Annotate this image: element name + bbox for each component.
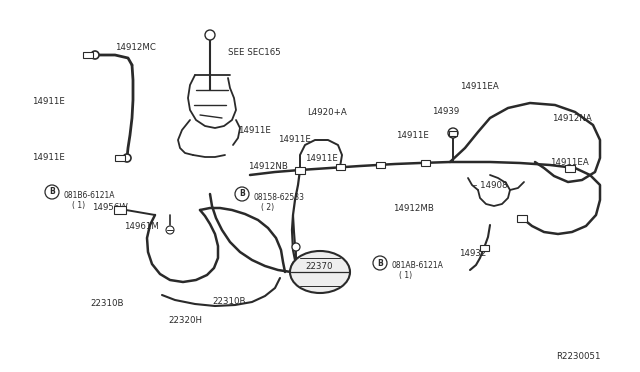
Text: 22310B: 22310B — [212, 297, 246, 306]
Circle shape — [235, 187, 249, 201]
Bar — [479, 245, 488, 251]
Bar — [449, 131, 457, 135]
Text: 14911EA: 14911EA — [460, 82, 499, 91]
Text: 14912NA: 14912NA — [552, 114, 592, 123]
Text: 14911E: 14911E — [32, 153, 65, 162]
Circle shape — [373, 256, 387, 270]
Text: ( 2): ( 2) — [261, 203, 274, 212]
Text: B: B — [377, 259, 383, 267]
Text: 22320H: 22320H — [168, 316, 202, 325]
Text: R2230051: R2230051 — [556, 352, 600, 361]
Text: 081AB-6121A: 081AB-6121A — [391, 261, 443, 270]
Bar — [335, 164, 344, 170]
Bar — [376, 162, 385, 168]
Ellipse shape — [290, 251, 350, 293]
Text: 14911EA: 14911EA — [550, 158, 589, 167]
Circle shape — [166, 226, 174, 234]
Text: 22310B: 22310B — [90, 299, 124, 308]
Text: 14911E: 14911E — [305, 154, 338, 163]
Text: 14932: 14932 — [459, 249, 486, 258]
Text: 14911E: 14911E — [32, 97, 65, 106]
Text: 14961M: 14961M — [124, 222, 159, 231]
Circle shape — [91, 51, 99, 59]
Text: 14911E: 14911E — [396, 131, 429, 140]
Text: 14911E: 14911E — [238, 126, 271, 135]
Text: B: B — [239, 189, 245, 199]
Circle shape — [292, 261, 300, 269]
Text: ( 1): ( 1) — [399, 271, 412, 280]
Text: 14912NB: 14912NB — [248, 162, 288, 171]
Circle shape — [205, 30, 215, 40]
Bar — [115, 155, 125, 161]
Bar — [295, 167, 305, 173]
Text: SEE SEC165: SEE SEC165 — [228, 48, 281, 57]
Bar — [517, 215, 527, 221]
Circle shape — [292, 243, 300, 251]
Text: 08158-62533: 08158-62533 — [253, 193, 304, 202]
Text: – 14908: – 14908 — [473, 181, 508, 190]
Bar — [114, 206, 126, 214]
Text: 14911E: 14911E — [278, 135, 311, 144]
Text: 14956W: 14956W — [92, 203, 128, 212]
Text: L4920+A: L4920+A — [307, 108, 347, 117]
Circle shape — [45, 185, 59, 199]
Text: ( 1): ( 1) — [72, 201, 85, 210]
Bar — [420, 160, 429, 166]
Circle shape — [123, 154, 131, 162]
Text: 22370: 22370 — [305, 262, 333, 271]
Bar — [83, 52, 93, 58]
Bar — [565, 164, 575, 171]
Text: 14912MB: 14912MB — [393, 204, 434, 213]
Text: 081B6-6121A: 081B6-6121A — [63, 191, 115, 200]
Text: 14939: 14939 — [432, 107, 460, 116]
Circle shape — [448, 128, 458, 138]
Text: B: B — [49, 187, 55, 196]
Text: 14912MC: 14912MC — [115, 43, 156, 52]
